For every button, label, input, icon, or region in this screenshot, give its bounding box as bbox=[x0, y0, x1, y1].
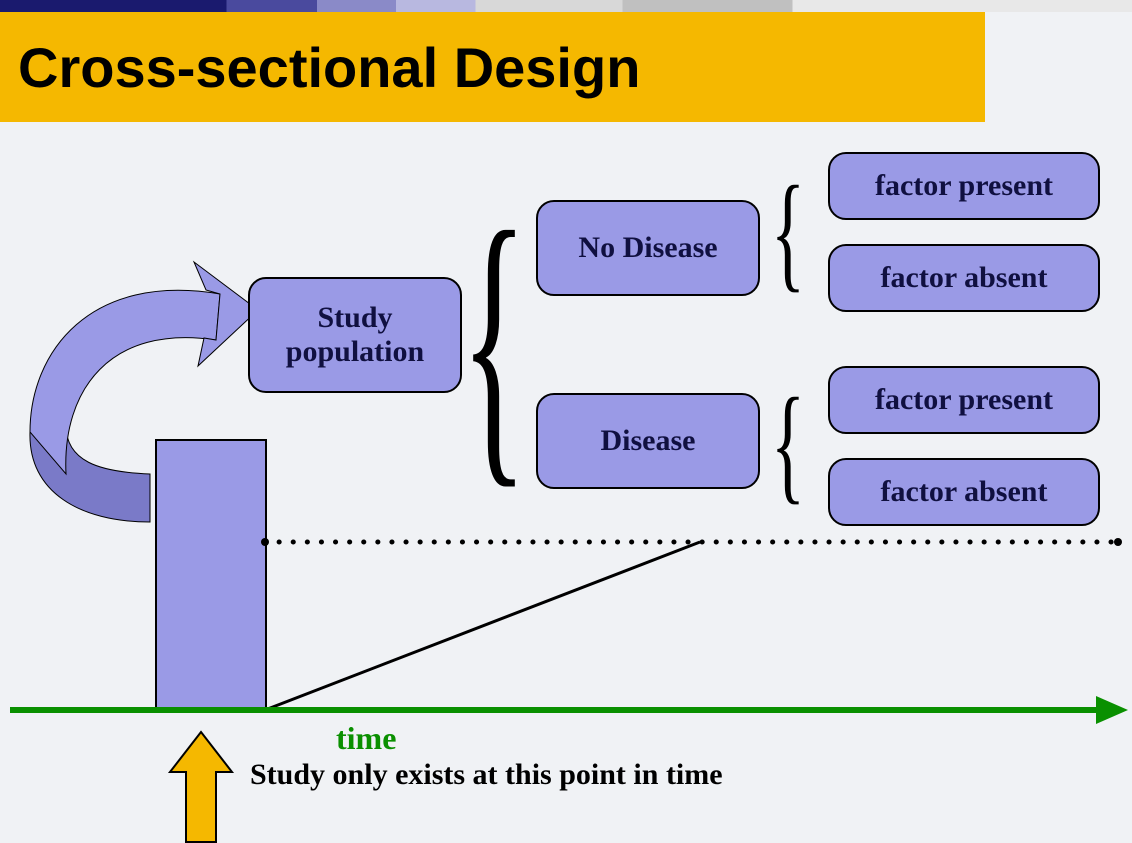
node-np-factor-present: factor present bbox=[828, 152, 1100, 220]
curved-arrow-back bbox=[30, 422, 150, 522]
timeline-arrowhead bbox=[1096, 696, 1128, 724]
time-slice-rect bbox=[156, 440, 266, 710]
brace-small-bottom: { bbox=[771, 369, 805, 519]
node-label: Study population bbox=[286, 301, 424, 370]
curved-arrow-shaft bbox=[30, 290, 220, 474]
node-no-disease: No Disease bbox=[536, 200, 760, 296]
title-bar: Cross-sectional Design bbox=[0, 12, 985, 122]
node-d-factor-present: factor present bbox=[828, 366, 1100, 434]
yellow-up-arrow-icon bbox=[170, 732, 232, 842]
node-label: Disease bbox=[601, 424, 696, 459]
node-label: factor absent bbox=[881, 261, 1048, 296]
brace-large: { bbox=[461, 164, 528, 520]
node-label: No Disease bbox=[578, 231, 717, 266]
diagram-canvas: { { { Study population No Disease Diseas… bbox=[0, 122, 1132, 843]
node-label: factor present bbox=[875, 383, 1053, 418]
node-study-population: Study population bbox=[248, 277, 462, 393]
node-label: factor absent bbox=[881, 475, 1048, 510]
dotted-line-end-dot bbox=[1114, 538, 1122, 546]
node-d-factor-absent: factor absent bbox=[828, 458, 1100, 526]
node-np-factor-absent: factor absent bbox=[828, 244, 1100, 312]
decorative-top-stripe bbox=[0, 0, 1132, 12]
brace-small-top: { bbox=[771, 157, 805, 307]
timeline-label: time bbox=[336, 720, 396, 757]
dotted-line-start-dot bbox=[261, 538, 269, 546]
node-disease: Disease bbox=[536, 393, 760, 489]
caption-text: Study only exists at this point in time bbox=[250, 758, 723, 792]
pointer-line bbox=[265, 542, 700, 710]
slide-title: Cross-sectional Design bbox=[18, 35, 640, 100]
node-label: factor present bbox=[875, 169, 1053, 204]
